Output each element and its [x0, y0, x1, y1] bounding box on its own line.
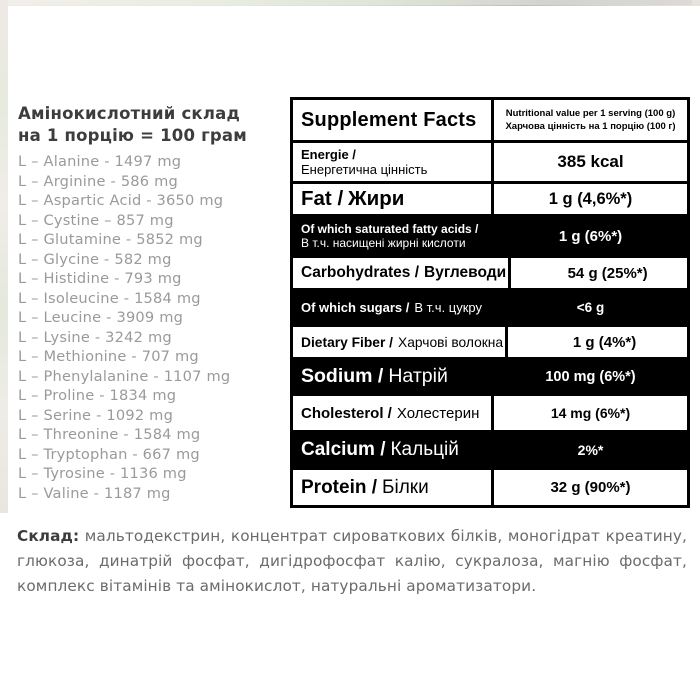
row-label: Fat / Жири — [293, 184, 491, 214]
list-item: L – Cystine – 857 mg — [18, 211, 174, 229]
row-value: 1 g (4,6%*) — [491, 184, 687, 214]
table-row-sugars: Of which sugars / В т.ч. цукру <6 g — [293, 291, 687, 324]
list-item: L – Serine - 1092 mg — [18, 406, 174, 424]
row-value: 1 g (6%*) — [491, 217, 687, 255]
table-title: Supplement Facts — [301, 108, 477, 131]
list-item: L – Proline - 1834 mg — [18, 387, 177, 404]
supplement-facts-table: Supplement Facts Nutritional value per 1… — [290, 97, 690, 508]
background-photo-edge-top — [0, 0, 700, 6]
row-label-en: Of which sugars / — [301, 300, 410, 315]
amino-panel-heading: Амінокислотний склад на 1 порцію = 100 г… — [18, 103, 280, 147]
row-value: 14 mg (6%*) — [491, 396, 687, 430]
background-photo-edge-bottom — [0, 0, 692, 5]
list-item: L – Threonine - 1584 mg — [18, 426, 201, 443]
row-label-ua: Білки — [382, 476, 429, 498]
row-label: Cholesterol / Холестерин — [293, 396, 491, 430]
row-label-en: Cholesterol / — [301, 404, 392, 422]
row-label-ua: Натрій — [388, 365, 448, 387]
row-label: Carbohydrates / Вуглеводи — [293, 258, 508, 288]
row-label-ua: В т.ч. насищені жирні кислоти — [301, 236, 466, 250]
table-row-protein: Protein / Білки 32 g (90%*) — [293, 470, 687, 505]
table-row-energy: Energie / Енергетична цінність 385 kcal — [293, 143, 687, 181]
row-label-ua: В т.ч. цукру — [414, 300, 482, 315]
list-item: L – Methionine - 707 mg — [18, 348, 199, 365]
list-item: L – Arginine - 586 mg — [18, 172, 178, 190]
row-label-ua: Енергетична цінність — [301, 162, 428, 177]
list-item: L – Aspartic Acid - 3650 mg — [18, 192, 224, 209]
row-value: 54 g (25%*) — [508, 258, 700, 288]
list-item: L – Leucine - 3909 mg — [18, 309, 184, 326]
list-item: L – Tryptophan - 667 mg — [18, 445, 200, 463]
row-label-ua: Кальцій — [390, 439, 459, 460]
row-label-en: Energie / — [301, 147, 356, 162]
row-label-en: Calcium / — [301, 439, 386, 460]
row-value: 2%* — [491, 433, 687, 467]
row-label-en: Dietary Fiber / — [301, 334, 394, 350]
row-label-en: Of which saturated fatty acids / — [301, 221, 479, 236]
row-label: Protein / Білки — [293, 470, 491, 505]
row-label: Energie / Енергетична цінність — [293, 143, 491, 181]
row-label: Of which sugars / В т.ч. цукру — [293, 291, 491, 324]
row-label-ua: Вуглеводи — [424, 264, 507, 281]
list-item: L – Isoleucine - 1584 mg — [18, 289, 201, 307]
row-label: Sodium / Натрій — [293, 360, 491, 393]
list-item: L – Phenylalanine - 1107 mg — [18, 367, 231, 385]
ingredients-paragraph: Склад: мальтодекстрин, концентрат сирова… — [17, 524, 687, 599]
row-label: Dietary Fiber / Харчові волокна — [293, 327, 505, 357]
row-label: Of which saturated fatty acids / В т.ч. н… — [293, 217, 491, 255]
list-item: L – Alanine - 1497 mg — [18, 153, 182, 170]
ingredients-label: Склад: — [17, 527, 80, 545]
row-value: <6 g — [491, 291, 687, 324]
row-label-en: Fat / — [301, 187, 344, 210]
row-value: 385 kcal — [491, 143, 687, 181]
amino-heading-line2: на 1 порцію = 100 грам — [18, 126, 247, 145]
list-item: L – Histidine - 793 mg — [18, 270, 182, 287]
table-header-row: Supplement Facts Nutritional value per 1… — [293, 100, 687, 140]
amino-heading-line1: Амінокислотний склад — [18, 104, 240, 123]
table-row-sodium: Sodium / Натрій 100 mg (6%*) — [293, 360, 687, 393]
row-label-en: Carbohydrates / — [301, 264, 420, 281]
row-label-en: Sodium / — [301, 365, 384, 387]
list-item: L – Glycine - 582 mg — [18, 250, 172, 268]
row-value: 32 g (90%*) — [491, 470, 687, 505]
table-row-saturated-fat: Of which saturated fatty acids / В т.ч. н… — [293, 217, 687, 255]
row-value: 100 mg (6%*) — [491, 360, 687, 393]
header-note-line2: Харчова цінність на 1 порцію (100 г) — [505, 121, 676, 132]
table-row-calcium: Calcium / Кальцій 2%* — [293, 433, 687, 467]
table-row-fat: Fat / Жири 1 g (4,6%*) — [293, 184, 687, 214]
amino-acid-list: L – Alanine - 1497 mg L – Arginine - 586… — [18, 152, 280, 503]
row-label-ua: Холестерин — [396, 404, 480, 422]
table-row-dietary-fiber: Dietary Fiber / Харчові волокна 1 g (4%*) — [293, 327, 687, 357]
row-value: 1 g (4%*) — [505, 327, 700, 357]
header-note-line1: Nutritional value per 1 serving (100 g) — [505, 108, 676, 119]
row-label-en: Protein / — [301, 476, 378, 498]
row-label: Calcium / Кальцій — [293, 433, 491, 467]
table-row-carbohydrates: Carbohydrates / Вуглеводи 54 g (25%*) — [293, 258, 687, 288]
row-label-ua: Жири — [348, 187, 405, 210]
row-label-ua: Харчові волокна — [398, 334, 504, 350]
ingredients-text: мальтодекстрин, концентрат сироваткових … — [17, 527, 687, 595]
list-item: L – Glutamine - 5852 mg — [18, 231, 203, 248]
list-item: L – Valine - 1187 mg — [18, 484, 171, 502]
amino-acid-panel: Амінокислотний склад на 1 порцію = 100 г… — [18, 103, 280, 503]
table-header-note: Nutritional value per 1 serving (100 g) … — [491, 100, 687, 140]
list-item: L – Tyrosine - 1136 mg — [18, 465, 187, 482]
table-row-cholesterol: Cholesterol / Холестерин 14 mg (6%*) — [293, 396, 687, 430]
list-item: L – Lysine - 3242 mg — [18, 328, 172, 346]
background-photo-edge-left — [0, 0, 8, 513]
